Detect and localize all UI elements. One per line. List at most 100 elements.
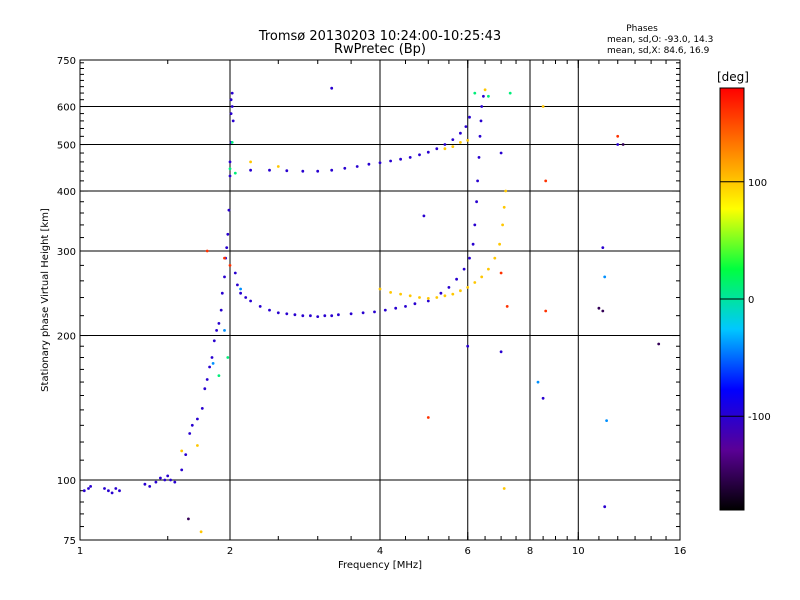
- data-point: [451, 145, 455, 149]
- data-point: [166, 474, 170, 478]
- data-point: [227, 208, 231, 212]
- data-point: [268, 168, 271, 172]
- data-point: [190, 423, 194, 427]
- data-point: [239, 291, 243, 295]
- data-point: [143, 482, 147, 486]
- data-point: [355, 165, 359, 168]
- chart-title: Tromsø 20130203 10:24:00-10:25:43: [258, 29, 501, 44]
- data-point: [301, 314, 305, 318]
- data-point: [478, 134, 482, 138]
- data-point: [301, 169, 305, 173]
- data-point: [616, 134, 620, 138]
- data-point: [210, 356, 214, 359]
- data-point: [455, 277, 458, 281]
- data-point: [435, 296, 439, 299]
- data-point: [426, 416, 430, 419]
- phases-line-o: mean, sd,O: -93.0, 14.3: [607, 35, 713, 45]
- data-point: [110, 491, 114, 495]
- data-point: [418, 153, 421, 157]
- data-point: [103, 487, 106, 490]
- data-point: [258, 305, 262, 308]
- data-point: [180, 449, 184, 453]
- data-point: [169, 478, 173, 482]
- data-point: [408, 156, 412, 159]
- data-point: [464, 125, 468, 128]
- data-point: [188, 432, 192, 435]
- data-point: [459, 289, 462, 293]
- data-point: [173, 480, 177, 484]
- data-point: [504, 189, 508, 193]
- data-point: [220, 291, 224, 295]
- colorbar-tick-label: 100: [748, 178, 767, 189]
- data-point: [502, 205, 506, 209]
- x-tick-label: 6: [465, 546, 471, 557]
- data-point: [443, 147, 447, 151]
- data-point: [163, 478, 167, 482]
- y-tick-label: 500: [57, 141, 76, 152]
- colorbar-tick-label: 0: [748, 295, 754, 306]
- data-point: [276, 165, 280, 168]
- data-point: [413, 302, 417, 306]
- data-point: [180, 468, 184, 472]
- data-point: [499, 271, 503, 275]
- data-point: [228, 160, 232, 164]
- data-point: [184, 453, 188, 456]
- data-point: [276, 311, 280, 315]
- data-point: [268, 308, 271, 312]
- data-point: [82, 489, 86, 493]
- data-point: [249, 160, 253, 164]
- data-point: [399, 157, 402, 161]
- data-point: [389, 159, 392, 163]
- data-point: [212, 339, 216, 343]
- data-point: [544, 179, 548, 183]
- data-point: [316, 315, 320, 318]
- x-tick-label: 1: [77, 546, 83, 557]
- colorbar-tick-label: -100: [748, 412, 771, 423]
- data-point: [426, 150, 430, 154]
- data-point: [219, 308, 223, 312]
- data-point: [316, 169, 320, 173]
- data-point: [378, 161, 382, 165]
- data-point: [211, 362, 215, 365]
- data-point: [601, 246, 605, 250]
- data-point: [447, 286, 451, 289]
- y-tick-label: 750: [57, 56, 76, 67]
- data-point: [107, 489, 110, 493]
- data-point: [159, 476, 162, 480]
- phases-heading: Phases: [626, 24, 658, 34]
- data-point: [196, 417, 199, 421]
- data-point: [475, 200, 478, 204]
- data-point: [217, 322, 221, 325]
- data-point: [230, 141, 234, 144]
- data-point: [293, 313, 297, 317]
- data-point: [477, 156, 481, 159]
- data-point: [378, 287, 382, 291]
- data-point: [236, 283, 239, 287]
- data-point: [616, 143, 620, 146]
- x-tick-label: 4: [377, 546, 383, 557]
- data-point: [323, 314, 327, 318]
- data-point: [605, 419, 608, 422]
- data-point: [229, 112, 233, 115]
- data-point: [223, 329, 226, 332]
- data-point: [373, 310, 376, 314]
- data-point: [473, 281, 477, 284]
- data-point: [426, 297, 430, 300]
- data-point: [114, 487, 118, 490]
- data-point: [249, 168, 253, 172]
- data-point: [466, 139, 470, 142]
- data-points: [82, 86, 661, 534]
- data-point: [367, 162, 371, 166]
- data-point: [498, 242, 501, 246]
- x-tick-label: 16: [674, 546, 687, 557]
- data-point: [439, 291, 443, 295]
- data-point: [330, 168, 334, 172]
- data-point: [399, 292, 402, 296]
- data-point: [603, 505, 607, 509]
- data-point: [223, 256, 226, 260]
- x-tick-label: 2: [227, 546, 233, 557]
- data-point: [536, 380, 540, 384]
- data-point: [208, 365, 212, 369]
